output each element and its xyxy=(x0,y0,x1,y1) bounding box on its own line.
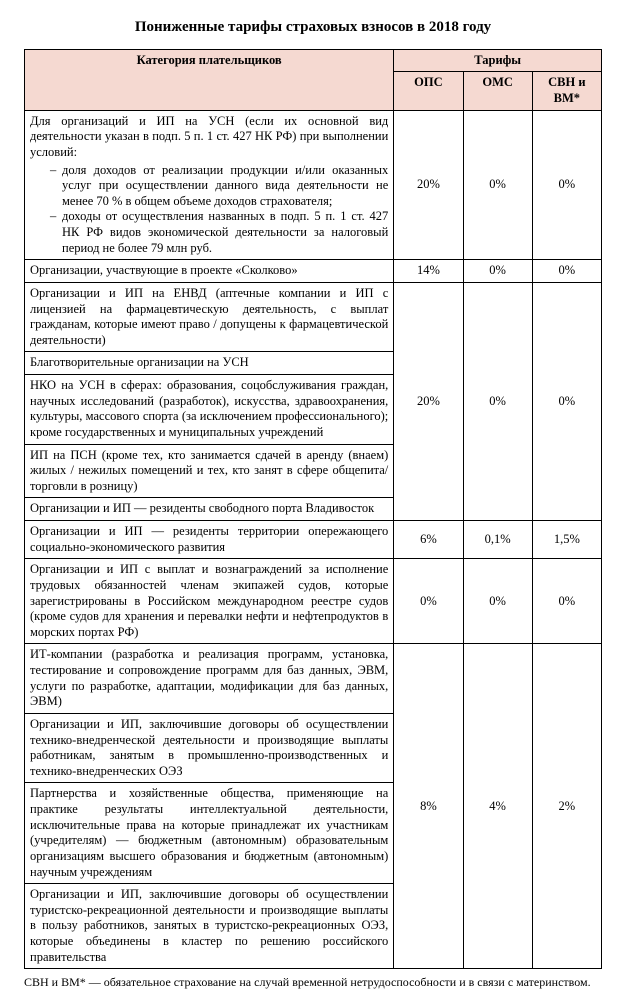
cell-ops: 8% xyxy=(394,644,463,969)
col-category: Категория плательщиков xyxy=(25,49,394,110)
cell-oms: 0% xyxy=(463,559,532,644)
table-body: Для организаций и ИП на УСН (если их осн… xyxy=(25,110,602,969)
cell-oms: 0% xyxy=(463,110,532,260)
cell-sbn: 0% xyxy=(532,110,601,260)
col-ops: ОПС xyxy=(394,72,463,110)
footnote: СВН и ВМ* — обязательное страхование на … xyxy=(24,975,602,990)
cell-sbn: 0% xyxy=(532,282,601,520)
cell: Для организаций и ИП на УСН (если их осн… xyxy=(30,114,388,159)
cell-oms: 0,1% xyxy=(463,521,532,559)
page-title: Пониженные тарифы страховых взносов в 20… xyxy=(24,18,602,37)
bullet: доля доходов от реализации продукции и/и… xyxy=(50,163,388,210)
table-row: Организации, участвующие в проекте «Скол… xyxy=(25,260,602,283)
cell: Благотворительные организации на УСН xyxy=(25,352,394,375)
col-tariffs: Тарифы xyxy=(394,49,602,72)
cell: НКО на УСН в сферах: образования, соцобс… xyxy=(25,375,394,445)
cell-ops: 20% xyxy=(394,282,463,520)
cell-oms: 0% xyxy=(463,282,532,520)
cell: Организации и ИП, заключившие договоры о… xyxy=(25,713,394,783)
cell-oms: 4% xyxy=(463,644,532,969)
cell: Организации и ИП, заключившие договоры о… xyxy=(25,884,394,969)
bullet: доходы от осуществления названных в подп… xyxy=(50,209,388,256)
cell: Партнерства и хозяйственные общества, пр… xyxy=(25,783,394,884)
cell: ИТ-компании (разработка и реализация про… xyxy=(25,644,394,714)
cell: Организации и ИП — резиденты свободного … xyxy=(25,498,394,521)
cell: Организации и ИП с выплат и вознагражден… xyxy=(25,559,394,644)
cell-sbn: 0% xyxy=(532,260,601,283)
col-oms: ОМС xyxy=(463,72,532,110)
table-row: Организации и ИП с выплат и вознагражден… xyxy=(25,559,602,644)
cell-ops: 14% xyxy=(394,260,463,283)
cell-sbn: 2% xyxy=(532,644,601,969)
cell-ops: 0% xyxy=(394,559,463,644)
table-row: Для организаций и ИП на УСН (если их осн… xyxy=(25,110,602,260)
cell-sbn: 1,5% xyxy=(532,521,601,559)
cell-sbn: 0% xyxy=(532,559,601,644)
cell-oms: 0% xyxy=(463,260,532,283)
cell-ops: 20% xyxy=(394,110,463,260)
tariffs-table: Категория плательщиков Тарифы ОПС ОМС СВ… xyxy=(24,49,602,970)
cell: ИП на ПСН (кроме тех, кто занимается сда… xyxy=(25,444,394,498)
cell: Организации, участвующие в проекте «Скол… xyxy=(25,260,394,283)
cell-ops: 6% xyxy=(394,521,463,559)
table-row: Организации и ИП — резиденты территории … xyxy=(25,521,602,559)
col-sbn: СВН и ВМ* xyxy=(532,72,601,110)
cell: Организации и ИП — резиденты территории … xyxy=(25,521,394,559)
table-row: ИТ-компании (разработка и реализация про… xyxy=(25,644,602,714)
cell: Организации и ИП на ЕНВД (аптечные компа… xyxy=(25,282,394,352)
table-row: Организации и ИП на ЕНВД (аптечные компа… xyxy=(25,282,602,352)
